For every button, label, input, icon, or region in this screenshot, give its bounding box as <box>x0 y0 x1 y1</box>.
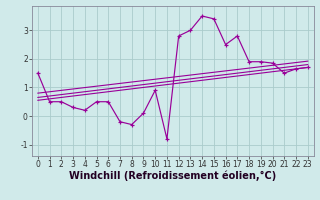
X-axis label: Windchill (Refroidissement éolien,°C): Windchill (Refroidissement éolien,°C) <box>69 171 276 181</box>
